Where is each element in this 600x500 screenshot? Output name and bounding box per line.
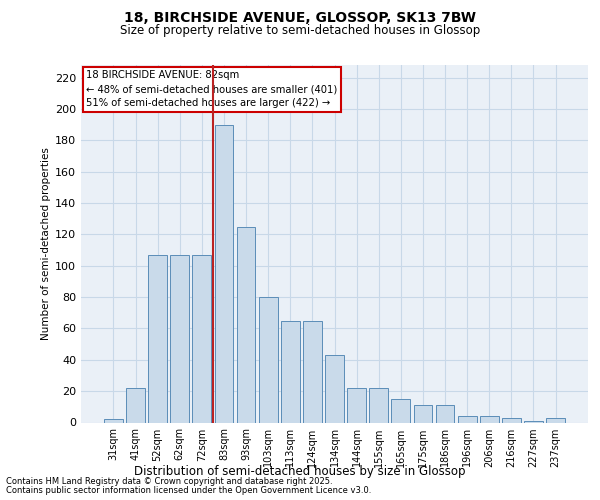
Text: Contains HM Land Registry data © Crown copyright and database right 2025.: Contains HM Land Registry data © Crown c… [6,477,332,486]
Bar [458,416,476,422]
Bar [303,320,322,422]
Text: Size of property relative to semi-detached houses in Glossop: Size of property relative to semi-detach… [120,24,480,37]
Bar [259,297,278,422]
Bar [215,124,233,422]
Bar [480,416,499,422]
Bar [325,355,344,422]
Bar [524,421,543,422]
Bar [126,388,145,422]
Bar [193,254,211,422]
Text: 18 BIRCHSIDE AVENUE: 82sqm
← 48% of semi-detached houses are smaller (401)
51% o: 18 BIRCHSIDE AVENUE: 82sqm ← 48% of semi… [86,70,337,108]
Text: 18, BIRCHSIDE AVENUE, GLOSSOP, SK13 7BW: 18, BIRCHSIDE AVENUE, GLOSSOP, SK13 7BW [124,11,476,25]
Bar [170,254,189,422]
Bar [413,406,433,422]
Bar [502,418,521,422]
Bar [148,254,167,422]
Bar [236,226,256,422]
Bar [436,406,454,422]
Bar [281,320,299,422]
Bar [347,388,366,422]
Text: Contains public sector information licensed under the Open Government Licence v3: Contains public sector information licen… [6,486,371,495]
Text: Distribution of semi-detached houses by size in Glossop: Distribution of semi-detached houses by … [134,464,466,477]
Bar [391,399,410,422]
Bar [370,388,388,422]
Bar [104,420,123,422]
Bar [546,418,565,422]
Y-axis label: Number of semi-detached properties: Number of semi-detached properties [41,148,51,340]
